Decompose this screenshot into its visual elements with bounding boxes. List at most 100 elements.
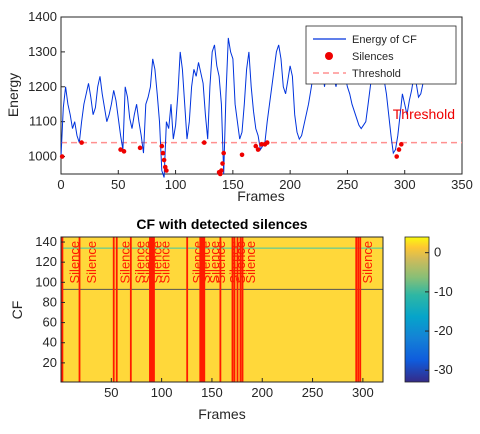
silence-stripe [202, 237, 205, 382]
heatmap-title: CF with detected silences [136, 216, 307, 232]
silence-point [398, 142, 404, 147]
silence-label: Silence [158, 241, 173, 284]
silence-point [220, 161, 225, 166]
silence-point [162, 164, 168, 170]
silence-stripe [201, 237, 204, 382]
silence-stripe [152, 237, 154, 382]
silence-label: Silence [233, 241, 248, 284]
silence-stripe [151, 237, 153, 382]
silence-point [396, 147, 402, 152]
heatmap-x-tick-label: 50 [104, 385, 118, 400]
energy-y-tick-label: 1400 [28, 9, 57, 24]
silence-point [394, 154, 399, 159]
silence-point [264, 140, 270, 145]
heatmap-y-axis-label: CF [9, 301, 25, 320]
silence-stripe [203, 237, 206, 382]
silence-label: Silence [67, 241, 82, 284]
silence-stripe [129, 237, 132, 382]
silence-stripe [200, 237, 203, 382]
silence-point [159, 143, 165, 149]
silence-point [239, 152, 245, 158]
heatmap-x-tick-label: 150 [201, 385, 223, 400]
silence-stripe [239, 237, 242, 382]
silence-label: Silence [133, 241, 148, 284]
energy-x-tick-label: 50 [111, 177, 125, 192]
silence-stripe [231, 237, 234, 382]
colorbar-tick-label: -30 [434, 362, 453, 377]
silence-stripe [199, 237, 202, 382]
silence-point [217, 171, 223, 177]
silence-label: Silence [190, 241, 205, 284]
silence-point [201, 140, 207, 145]
legend-energy-label: Energy of CF [352, 34, 417, 46]
silence-point [137, 145, 143, 151]
energy-x-tick-label: 350 [451, 177, 473, 192]
energy-y-tick-label: 1000 [28, 149, 57, 164]
energy-x-tick-label: 0 [57, 177, 64, 192]
silence-label: Silence [207, 241, 222, 284]
heatmap-x-tick-label: 200 [251, 385, 273, 400]
heatmap-x-tick-label: 100 [151, 385, 173, 400]
heatmap-y-tick-label: 20 [43, 355, 57, 370]
heatmap-y-tick-label: 120 [35, 254, 57, 269]
heatmap-y-tick-label: 40 [43, 335, 57, 350]
silence-point [253, 143, 259, 149]
silence-point [118, 147, 123, 152]
silence-label: Silence [117, 241, 132, 284]
silence-stripe [115, 237, 118, 382]
silence-stripe [153, 237, 155, 382]
silence-stripe [236, 237, 239, 382]
energy-x-tick-label: 250 [337, 177, 359, 192]
colorbar-tick-label: 0 [434, 245, 441, 260]
legend-silences-swatch [325, 52, 333, 60]
silence-stripe [355, 237, 358, 382]
silence-stripe [241, 237, 244, 382]
silence-point [161, 157, 167, 163]
silence-point [219, 168, 224, 173]
silence-stripe [359, 237, 362, 382]
silence-label: Silence [141, 241, 156, 284]
legend-threshold-label: Threshold [352, 68, 401, 80]
silence-label: Silence [150, 241, 165, 284]
silence-stripe [112, 237, 115, 382]
heatmap-plot-area [61, 237, 383, 382]
heatmap-y-tick-label: 140 [35, 234, 57, 249]
heatmap-chart: CF with detected silences Silence Silence… [9, 216, 453, 422]
silence-point [221, 150, 226, 156]
silence-label: Silence [198, 241, 213, 284]
threshold-label: Threshold [393, 106, 455, 122]
heatmap-y-tick-label: 80 [43, 294, 57, 309]
silence-stripe [149, 237, 151, 382]
legend-silences-label: Silences [352, 51, 394, 63]
silence-point [59, 154, 65, 159]
silence-point [160, 150, 166, 156]
silence-stripe [61, 237, 64, 382]
energy-x-tick-label: 100 [165, 177, 187, 192]
silence-point [164, 168, 169, 173]
silence-stripe [150, 237, 152, 382]
silence-label: Silence [243, 241, 258, 284]
energy-legend: Energy of CF Silences Threshold [305, 25, 457, 85]
colorbar [404, 236, 430, 383]
silence-point [79, 140, 84, 145]
energy-x-tick-label: 150 [222, 177, 244, 192]
energy-x-axis-label: Frames [237, 188, 284, 204]
energy-y-tick-label: 1100 [29, 114, 57, 129]
heatmap-x-axis-label: Frames [198, 406, 245, 422]
silence-stripe [78, 237, 81, 382]
heatmap-x-tick-label: 250 [302, 385, 324, 400]
heatmap-y-tick-label: 60 [43, 315, 57, 330]
silence-label: Silence [213, 241, 228, 284]
colorbar-tick-label: -10 [434, 284, 453, 299]
heatmap-y-tick-label: 100 [35, 274, 57, 289]
heatmap-x-tick-label: 300 [352, 385, 374, 400]
silence-point [121, 149, 127, 154]
energy-x-tick-label: 300 [394, 177, 416, 192]
silence-point [255, 147, 261, 152]
silence-stripe [233, 237, 236, 382]
energy-x-tick-label: 200 [279, 177, 301, 192]
silence-label: Silence [84, 241, 99, 284]
heatmap-frame [60, 236, 384, 383]
energy-y-axis-label: Energy [5, 73, 21, 117]
